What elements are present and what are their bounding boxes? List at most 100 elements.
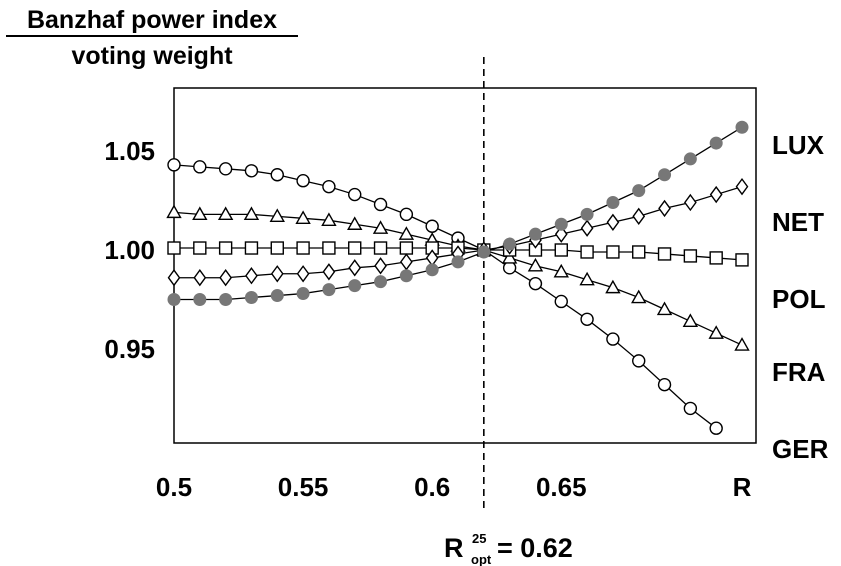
marker-net bbox=[399, 253, 413, 271]
marker-lux bbox=[528, 227, 542, 241]
marker-ger bbox=[399, 207, 414, 222]
x-tick-label: 0.5 bbox=[156, 472, 192, 502]
marker-ger bbox=[296, 173, 310, 188]
marker-net bbox=[606, 213, 620, 231]
marker-fra bbox=[527, 257, 544, 272]
ropt-base: R bbox=[444, 533, 464, 563]
marker-ger bbox=[193, 160, 207, 174]
marker-lux bbox=[374, 275, 388, 289]
marker-lux bbox=[477, 245, 491, 259]
marker-lux bbox=[270, 289, 284, 303]
optimal-r-label: R 25 opt = 0.62 bbox=[444, 531, 573, 566]
marker-ger bbox=[528, 276, 543, 291]
marker-fra bbox=[682, 313, 699, 327]
marker-ger bbox=[632, 354, 646, 368]
marker-lux bbox=[167, 293, 181, 306]
marker-fra bbox=[192, 206, 208, 221]
marker-lux bbox=[503, 237, 517, 251]
marker-lux bbox=[735, 120, 749, 134]
series-line-ger bbox=[173, 164, 717, 429]
marker-lux bbox=[425, 263, 439, 277]
marker-lux bbox=[554, 217, 568, 231]
marker-lux bbox=[348, 279, 362, 293]
series-labels: LUX NET POL FRA GER bbox=[772, 130, 829, 464]
marker-lux bbox=[580, 207, 594, 221]
marker-ger bbox=[425, 219, 439, 233]
marker-net bbox=[270, 265, 284, 283]
marker-lux bbox=[451, 255, 465, 269]
marker-lux bbox=[709, 136, 723, 150]
marker-net bbox=[374, 257, 387, 275]
y-axis-label: Banzhaf power index voting weight bbox=[6, 6, 298, 70]
series-label-ger: GER bbox=[772, 434, 829, 464]
marker-ger bbox=[373, 197, 388, 212]
marker-pol bbox=[554, 243, 568, 257]
series-label-fra: FRA bbox=[772, 357, 826, 387]
plot-frame bbox=[173, 87, 757, 444]
marker-ger bbox=[683, 401, 698, 416]
marker-fra bbox=[553, 263, 569, 278]
marker-lux bbox=[193, 293, 207, 306]
marker-net bbox=[322, 263, 336, 281]
y-label-denominator: voting weight bbox=[71, 42, 233, 70]
marker-pol bbox=[348, 241, 362, 255]
marker-net bbox=[683, 193, 697, 212]
marker-net bbox=[632, 207, 646, 226]
marker-ger bbox=[218, 162, 233, 176]
marker-net bbox=[554, 225, 568, 243]
x-tick-label: 0.65 bbox=[536, 472, 587, 502]
marker-fra bbox=[269, 208, 285, 223]
y-tick-label: 1.05 bbox=[104, 136, 155, 166]
marker-fra bbox=[217, 206, 234, 221]
x-tick-label: 0.55 bbox=[278, 472, 329, 502]
marker-fra bbox=[734, 337, 750, 351]
marker-pol bbox=[270, 241, 284, 255]
marker-fra bbox=[321, 212, 337, 227]
marker-pol bbox=[399, 241, 414, 255]
marker-ger bbox=[580, 312, 594, 326]
marker-pol bbox=[218, 241, 233, 255]
series-lines bbox=[173, 126, 743, 429]
marker-lux bbox=[399, 269, 413, 283]
marker-lux bbox=[322, 283, 336, 297]
marker-lux bbox=[296, 287, 310, 301]
marker-ger bbox=[348, 187, 362, 202]
marker-pol bbox=[193, 241, 207, 255]
y-tick-label: 0.95 bbox=[104, 334, 155, 364]
marker-pol bbox=[632, 245, 646, 259]
marker-ger bbox=[709, 421, 723, 435]
marker-pol bbox=[735, 253, 749, 267]
series-markers bbox=[166, 120, 750, 435]
series-label-pol: POL bbox=[772, 284, 826, 314]
marker-net bbox=[219, 269, 233, 287]
marker-lux bbox=[658, 168, 672, 182]
marker-ger bbox=[657, 377, 672, 392]
marker-net bbox=[348, 259, 362, 277]
marker-ger bbox=[270, 168, 284, 182]
y-label-numerator: Banzhaf power index bbox=[27, 6, 277, 34]
marker-pol bbox=[244, 241, 259, 255]
x-tick-label: R bbox=[733, 472, 752, 502]
marker-fra bbox=[631, 289, 647, 304]
marker-pol bbox=[683, 249, 698, 263]
marker-ger bbox=[322, 179, 336, 194]
y-tick-labels: 1.05 1.00 0.95 bbox=[104, 136, 155, 364]
ropt-superscript: 25 bbox=[472, 531, 486, 546]
marker-fra bbox=[708, 325, 724, 339]
y-tick-label: 1.00 bbox=[104, 235, 155, 265]
marker-fra bbox=[398, 226, 415, 240]
marker-pol bbox=[322, 241, 336, 255]
marker-ger bbox=[244, 164, 259, 178]
marker-pol bbox=[606, 245, 620, 259]
series-line-lux bbox=[174, 126, 743, 301]
marker-pol bbox=[167, 241, 181, 255]
marker-lux bbox=[683, 152, 697, 166]
marker-net bbox=[245, 267, 258, 285]
marker-lux bbox=[632, 184, 646, 198]
marker-lux bbox=[219, 293, 233, 306]
marker-pol bbox=[580, 245, 594, 259]
x-tick-labels: 0.5 0.55 0.6 0.65 R bbox=[156, 472, 752, 502]
marker-fra bbox=[579, 271, 595, 286]
marker-fra bbox=[605, 279, 621, 294]
marker-ger bbox=[167, 158, 181, 172]
